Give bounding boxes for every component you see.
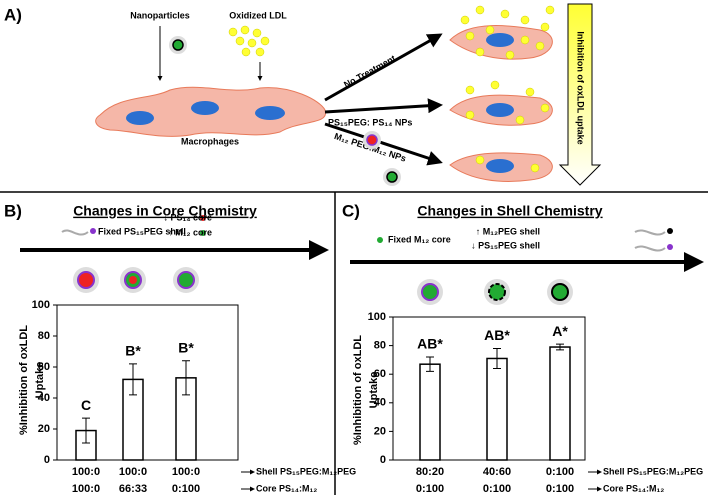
bar (486, 357, 508, 461)
y-tick-label: 40 (374, 397, 386, 409)
y-tick-label: 20 (38, 423, 50, 435)
row-label: Shell PS₁₅PEG:M₁₂PEG (603, 466, 703, 476)
nucleus (255, 106, 285, 120)
polymer (634, 229, 666, 236)
panel-label: A) (4, 5, 22, 24)
error-bar (182, 360, 190, 396)
label: No Treatment (342, 53, 397, 90)
nucleus (191, 101, 219, 115)
nanoparticle-core (172, 39, 184, 51)
chart-title: Changes in Shell Chemistry (417, 203, 602, 219)
y-tick-label: 80 (374, 340, 386, 352)
polymer-end (667, 228, 673, 234)
polymer-end (90, 228, 96, 234)
label: Macrophages (181, 136, 239, 146)
polymer (61, 229, 89, 236)
significance-label: B* (178, 340, 194, 356)
error-bar (556, 343, 564, 351)
significance-label: AB* (484, 327, 510, 343)
x-tick-label: 0:100 (483, 483, 511, 495)
polymer-end (667, 244, 673, 250)
x-tick-label: 0:100 (172, 483, 200, 495)
x-tick-label: 100:0 (72, 483, 100, 495)
y-axis-label: %Inhibition of oxLDL (18, 325, 30, 435)
x-tick-label: 0:100 (416, 483, 444, 495)
error-bar (82, 417, 90, 444)
significance-label: A* (552, 323, 568, 339)
nanoparticle-core (386, 171, 398, 183)
x-tick-label: 40:60 (483, 466, 511, 478)
change-label: ↓ PS₁₅PEG shell (471, 240, 540, 250)
ldl-cluster (228, 25, 270, 57)
panel-label: C) (342, 201, 360, 220)
row-label: Shell PS₁₅PEG:M₁₂PEG (256, 466, 356, 476)
fixed-label: Fixed PS₁₅PEG shell (98, 226, 186, 236)
x-tick-label: 0:100 (546, 483, 574, 495)
plot-frame (56, 304, 239, 461)
arrow (324, 33, 443, 102)
y-axis-label: Uptake (34, 362, 46, 399)
y-tick-label: 80 (38, 330, 50, 342)
bar (549, 346, 571, 461)
y-tick-label: 100 (368, 311, 386, 323)
significance-label: C (81, 397, 91, 413)
error-bar (129, 363, 137, 396)
y-tick-label: 60 (374, 368, 386, 380)
x-tick-label: 66:33 (119, 483, 147, 495)
x-tick-label: 100:0 (119, 466, 147, 478)
x-tick-label: 0:100 (546, 466, 574, 478)
fixed-label: Fixed M₁₂ core (388, 234, 451, 244)
label: Nanoparticles (130, 10, 190, 20)
core-dot (200, 230, 206, 236)
change-label: ↑ M₁₂PEG shell (476, 226, 540, 236)
arrow (324, 122, 443, 166)
bar (419, 363, 441, 461)
nucleus (486, 33, 514, 47)
panel-label: B) (4, 201, 22, 220)
label: Oxidized LDL (229, 10, 287, 20)
x-tick-label: 80:20 (416, 466, 444, 478)
label: PS₁₅PEG: PS₁₄ NPs (328, 117, 412, 127)
significance-label: B* (125, 343, 141, 359)
ldl-cluster (475, 155, 540, 173)
y-tick-label: 0 (380, 454, 386, 466)
x-tick-label: 100:0 (72, 466, 100, 478)
nucleus (486, 159, 514, 173)
error-bar (426, 356, 434, 372)
ldl-cluster (465, 80, 550, 125)
inhibition-arrow (558, 3, 602, 186)
change-label: ↑ M₁₂ core (168, 227, 212, 237)
np-icons (73, 267, 573, 305)
chart-title: Changes in Core Chemistry (73, 203, 257, 219)
y-axis-label: Uptake (368, 372, 380, 409)
y-tick-label: 20 (374, 425, 386, 437)
row-label: Core PS₁₄:M₁₂ (603, 483, 664, 493)
label: Inhibition of oxLDL uptake (576, 31, 586, 144)
core-dot (377, 237, 383, 243)
polymer (634, 245, 666, 252)
nucleus (486, 103, 514, 117)
nanoparticle-core (366, 134, 378, 146)
arrow (324, 98, 443, 114)
y-tick-label: 40 (38, 392, 50, 404)
core-dot (200, 215, 206, 221)
error-bar (493, 347, 501, 369)
y-tick-label: 0 (44, 454, 50, 466)
nucleus (126, 111, 154, 125)
x-tick-label: 100:0 (172, 466, 200, 478)
y-axis-label: %Inhibition of oxLDL (352, 335, 364, 445)
change-label: ↓ PS₁₄ core (163, 212, 212, 222)
y-tick-label: 100 (32, 299, 50, 311)
significance-label: AB* (417, 336, 443, 352)
y-tick-label: 60 (38, 361, 50, 373)
ldl-cluster (460, 5, 555, 60)
row-label: Core PS₁₄:M₁₂ (256, 483, 317, 493)
